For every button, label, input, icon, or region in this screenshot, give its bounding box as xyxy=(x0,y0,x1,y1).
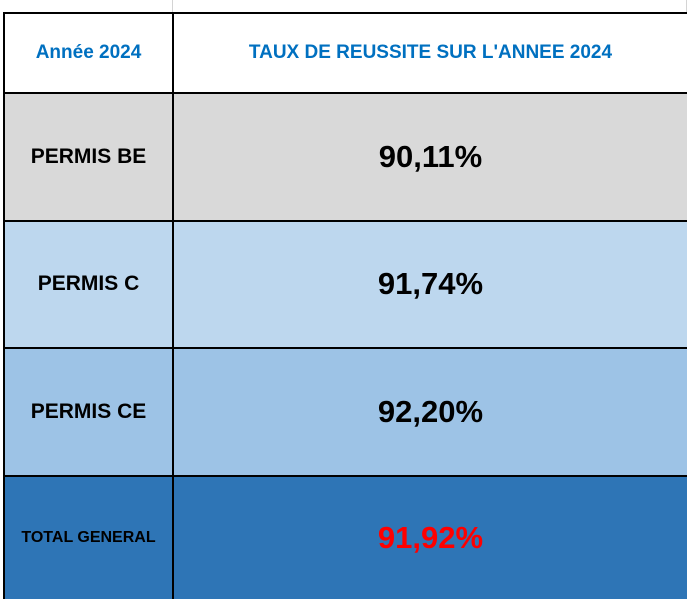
value-cell[interactable]: 90,11% xyxy=(172,92,687,222)
permis-c-label: PERMIS C xyxy=(37,272,140,296)
total-row: TOTAL GENERAL 91,92% xyxy=(3,474,687,599)
title-header-cell[interactable]: TAUX DE REUSSITE SUR L'ANNEE 2024 xyxy=(172,11,687,95)
permis-c-value: 91,74% xyxy=(377,266,484,302)
table-row: PERMIS C 91,74% xyxy=(3,219,687,350)
total-value: 91,92% xyxy=(377,519,484,555)
value-cell[interactable]: 92,20% xyxy=(172,347,687,477)
gridline xyxy=(172,0,173,12)
value-cell[interactable]: 91,74% xyxy=(172,219,687,350)
permis-ce-label: PERMIS CE xyxy=(30,399,147,423)
permis-be-label: PERMIS BE xyxy=(30,144,147,168)
label-cell[interactable]: PERMIS BE xyxy=(3,92,174,222)
year-header-cell[interactable]: Année 2024 xyxy=(3,11,174,95)
table-row: PERMIS BE 90,11% xyxy=(3,92,687,222)
label-cell[interactable]: TOTAL GENERAL xyxy=(3,474,174,599)
label-cell[interactable]: PERMIS CE xyxy=(3,347,174,477)
results-table: Année 2024 TAUX DE REUSSITE SUR L'ANNEE … xyxy=(3,11,687,599)
table-row: PERMIS CE 92,20% xyxy=(3,347,687,477)
table-title: TAUX DE REUSSITE SUR L'ANNEE 2024 xyxy=(248,42,613,64)
value-cell[interactable]: 91,92% xyxy=(172,474,687,599)
year-label: Année 2024 xyxy=(35,42,142,64)
label-cell[interactable]: PERMIS C xyxy=(3,219,174,350)
permis-ce-value: 92,20% xyxy=(377,393,484,429)
header-row: Année 2024 TAUX DE REUSSITE SUR L'ANNEE … xyxy=(3,11,687,95)
permis-be-value: 90,11% xyxy=(378,138,483,174)
total-label: TOTAL GENERAL xyxy=(21,528,156,546)
